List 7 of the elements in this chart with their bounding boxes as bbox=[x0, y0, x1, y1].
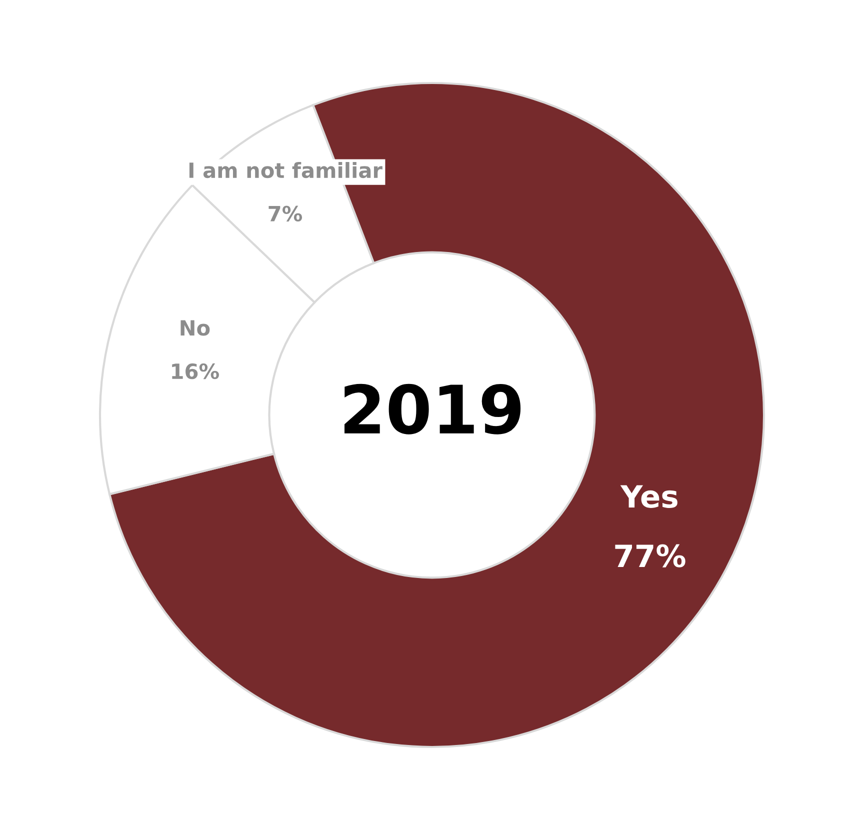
slice-label: I am not familiar bbox=[189, 162, 382, 178]
text: 2019 bbox=[344, 384, 521, 434]
data-label: 16% bbox=[172, 363, 219, 380]
data-label: 77% bbox=[615, 544, 686, 568]
data-label: 7% bbox=[268, 206, 302, 222]
slice-label: No bbox=[180, 320, 210, 336]
slice-label: Yes bbox=[620, 485, 678, 508]
